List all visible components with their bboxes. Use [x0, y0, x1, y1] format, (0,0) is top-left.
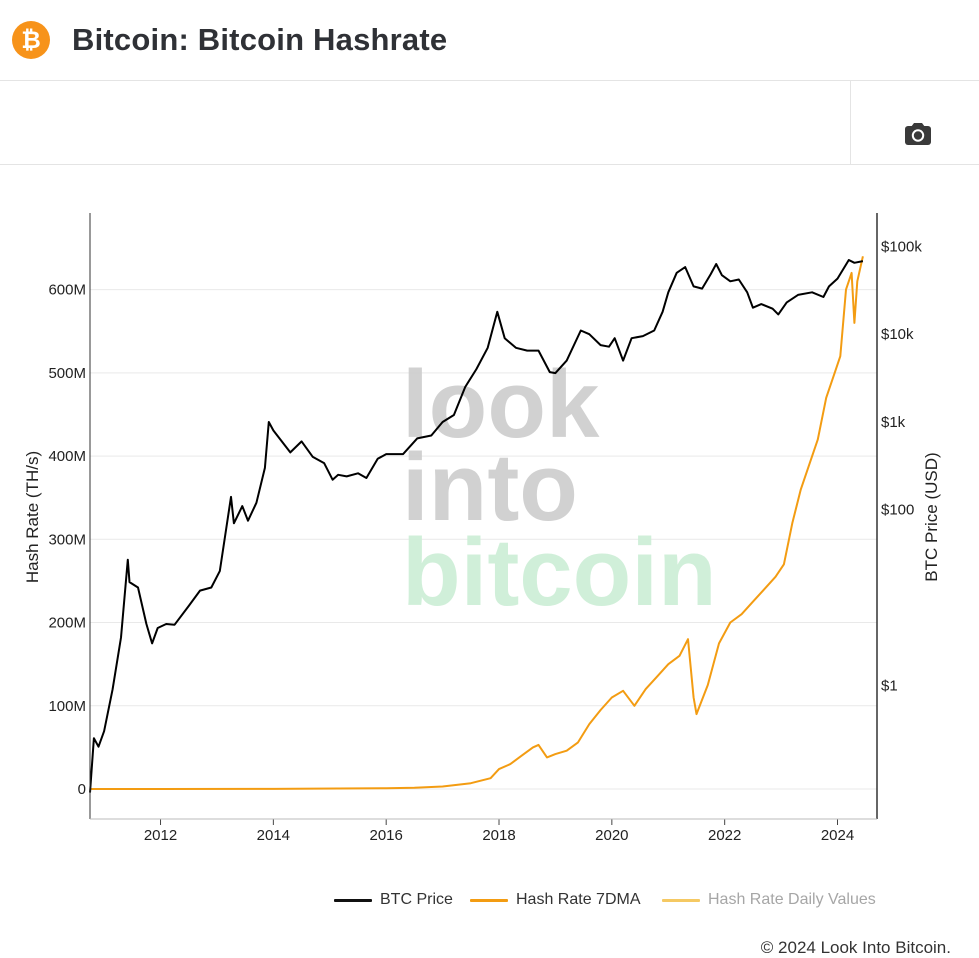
series-line-hash-rate-7dma [90, 256, 864, 790]
y2-axis-label: BTC Price (USD) [922, 452, 941, 581]
x-tick-label: 2024 [821, 827, 854, 844]
legend-label: Hash Rate 7DMA [516, 891, 641, 908]
y-tick-label: 100M [48, 698, 86, 715]
bitcoin-logo-icon: ₿ [12, 21, 50, 59]
x-tick-label: 2016 [369, 827, 402, 844]
y2-tick-label: $1 [881, 677, 898, 694]
legend-swatch-hash-rate-7dma [470, 899, 508, 902]
watermark: look into bitcoin [402, 351, 717, 626]
page-header: ₿ Bitcoin: Bitcoin Hashrate [0, 0, 979, 81]
x-tick-label: 2020 [595, 827, 628, 844]
y2-tick-label: $100k [881, 238, 922, 255]
x-tick-label: 2012 [144, 827, 177, 844]
x-tick-label: 2014 [257, 827, 290, 844]
download-image-button[interactable] [900, 120, 936, 150]
y-tick-label: 200M [48, 615, 86, 632]
y-axis-label: Hash Rate (TH/s) [23, 451, 42, 583]
y-tick-label: 400M [48, 448, 86, 465]
copyright-text: © 2024 Look Into Bitcoin. [760, 938, 951, 957]
page-title: Bitcoin: Bitcoin Hashrate [72, 22, 448, 57]
chart-toolbar [0, 81, 979, 165]
y2-tick-label: $1k [881, 414, 906, 431]
x-tick-label: 2022 [708, 827, 741, 844]
legend-swatch-btc-price [334, 899, 372, 902]
legend-swatch-hash-rate-daily [662, 899, 700, 902]
y2-tick-label: $100 [881, 502, 914, 519]
y-tick-label: 300M [48, 531, 86, 548]
hashrate-chart: look into bitcoin 0 100M 200M 300M 400M 500M 6… [23, 213, 941, 844]
y-tick-label: 0 [78, 781, 86, 798]
y-tick-label: 600M [48, 282, 86, 299]
toolbar-divider [850, 81, 851, 164]
watermark-look: look [402, 351, 600, 458]
y-tick-label: 500M [48, 365, 86, 382]
legend-label: Hash Rate Daily Values [708, 891, 876, 908]
camera-icon [905, 123, 931, 145]
y2-tick-label: $10k [881, 326, 914, 343]
chart-legend: BTC Price Hash Rate 7DMA Hash Rate Daily… [0, 888, 979, 912]
watermark-into: into [402, 434, 578, 541]
watermark-bitcoin: bitcoin [402, 519, 717, 626]
legend-label: BTC Price [380, 891, 453, 908]
series-line-btc-price [89, 259, 864, 793]
tick-labels: 0 100M 200M 300M 400M 500M 600M $1 $100 $1k $10k $1… [48, 238, 922, 844]
x-tick-label: 2018 [482, 827, 515, 844]
plot-series [89, 256, 864, 793]
axes [89, 213, 878, 825]
